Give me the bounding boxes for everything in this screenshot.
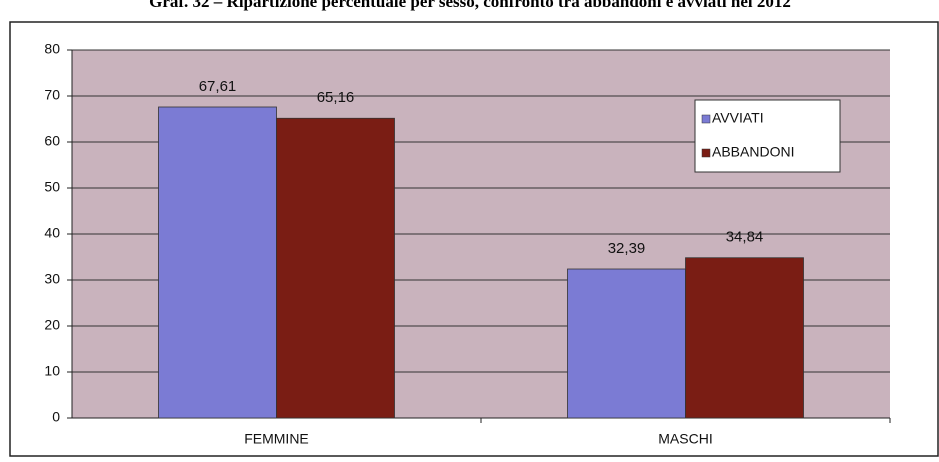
y-tick-label: 70 <box>44 87 60 103</box>
bar <box>567 268 686 419</box>
bar <box>685 257 804 419</box>
y-tick-label: 20 <box>44 317 60 333</box>
legend-label: ABBANDONI <box>712 144 794 160</box>
value-label: 32,39 <box>608 240 646 257</box>
legend-swatch <box>701 114 711 124</box>
value-label: 65,16 <box>317 89 355 106</box>
bar <box>158 106 277 419</box>
y-tick-label: 60 <box>44 133 60 149</box>
y-tick-label: 10 <box>44 363 60 379</box>
bar <box>276 117 395 419</box>
y-tick-label: 30 <box>44 271 60 287</box>
legend-box <box>694 99 841 173</box>
y-tick-label: 50 <box>44 179 60 195</box>
value-label: 34,84 <box>726 229 764 246</box>
legend-swatch <box>701 148 711 158</box>
y-tick-label: 40 <box>44 225 60 241</box>
x-tick-label: MASCHI <box>658 431 712 447</box>
frame <box>9 21 939 457</box>
chart-title: Graf. 32 – Ripartizione percentuale per … <box>149 0 791 11</box>
legend-label: AVVIATI <box>712 110 764 126</box>
value-label: 67,61 <box>199 78 237 95</box>
x-tick-label: FEMMINE <box>244 431 309 447</box>
y-tick-label: 80 <box>44 41 60 57</box>
y-tick-label: 0 <box>52 409 60 425</box>
